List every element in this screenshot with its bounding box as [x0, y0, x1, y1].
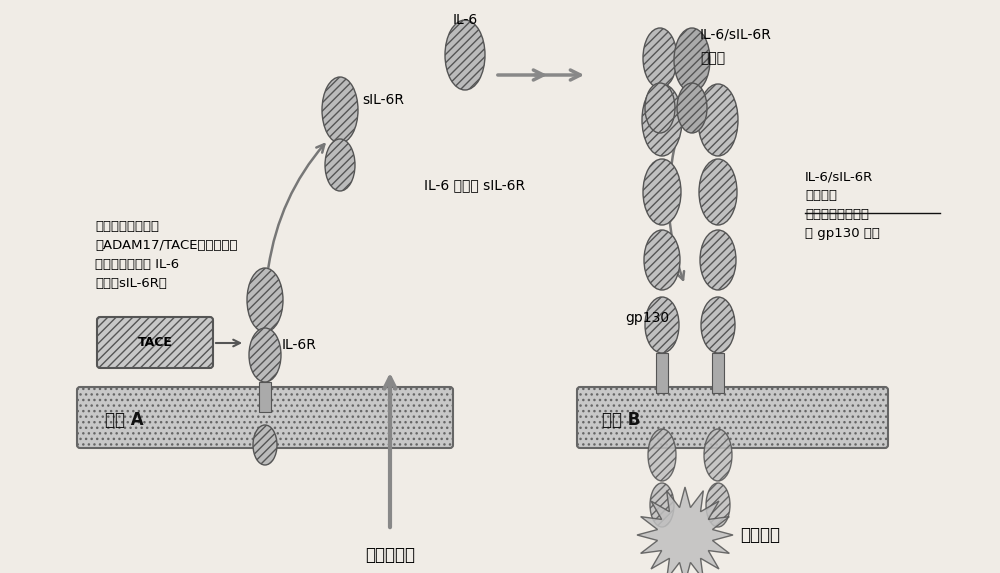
Ellipse shape: [677, 83, 707, 133]
Ellipse shape: [704, 429, 732, 481]
Text: IL-6/sIL-6R
复合物与
所有体细胞上表达
的 gp130 结合: IL-6/sIL-6R 复合物与 所有体细胞上表达 的 gp130 结合: [805, 170, 880, 240]
Ellipse shape: [643, 28, 677, 88]
Text: 选择性剪接: 选择性剪接: [365, 546, 415, 564]
Ellipse shape: [648, 429, 676, 481]
Text: IL-6 结合至 sIL-6R: IL-6 结合至 sIL-6R: [424, 178, 526, 192]
Ellipse shape: [325, 139, 355, 191]
Polygon shape: [637, 487, 733, 573]
Text: 复合物: 复合物: [700, 51, 725, 65]
Ellipse shape: [643, 159, 681, 225]
FancyBboxPatch shape: [577, 387, 888, 448]
Ellipse shape: [674, 28, 710, 92]
Ellipse shape: [645, 297, 679, 353]
Ellipse shape: [698, 84, 738, 156]
FancyBboxPatch shape: [97, 317, 213, 368]
Ellipse shape: [249, 328, 281, 382]
Ellipse shape: [247, 268, 283, 332]
Text: IL-6R: IL-6R: [282, 338, 317, 352]
Text: TACE: TACE: [138, 336, 172, 350]
Ellipse shape: [650, 483, 674, 527]
Ellipse shape: [642, 84, 682, 156]
Ellipse shape: [699, 159, 737, 225]
Text: 通过蛋白水解切割
（ADAM17/TACE）或选择性
剪接产生可溶性 IL-6
受体（sIL-6R）: 通过蛋白水解切割 （ADAM17/TACE）或选择性 剪接产生可溶性 IL-6 …: [95, 220, 238, 290]
Ellipse shape: [645, 83, 675, 133]
Text: 细胞 A: 细胞 A: [105, 411, 144, 429]
Text: 信号转导: 信号转导: [740, 526, 780, 544]
Ellipse shape: [706, 483, 730, 527]
Bar: [656, 353, 668, 393]
Text: IL-6: IL-6: [452, 13, 478, 27]
Ellipse shape: [322, 77, 358, 143]
Ellipse shape: [700, 230, 736, 290]
Ellipse shape: [644, 230, 680, 290]
Bar: [712, 353, 724, 393]
Bar: [259, 382, 271, 412]
Text: IL-6/sIL-6R: IL-6/sIL-6R: [700, 28, 772, 42]
Ellipse shape: [253, 425, 277, 465]
Ellipse shape: [445, 20, 485, 90]
Text: 细胞 B: 细胞 B: [602, 411, 640, 429]
Text: gp130: gp130: [625, 311, 669, 325]
FancyBboxPatch shape: [77, 387, 453, 448]
Text: sIL-6R: sIL-6R: [362, 93, 404, 107]
Ellipse shape: [701, 297, 735, 353]
